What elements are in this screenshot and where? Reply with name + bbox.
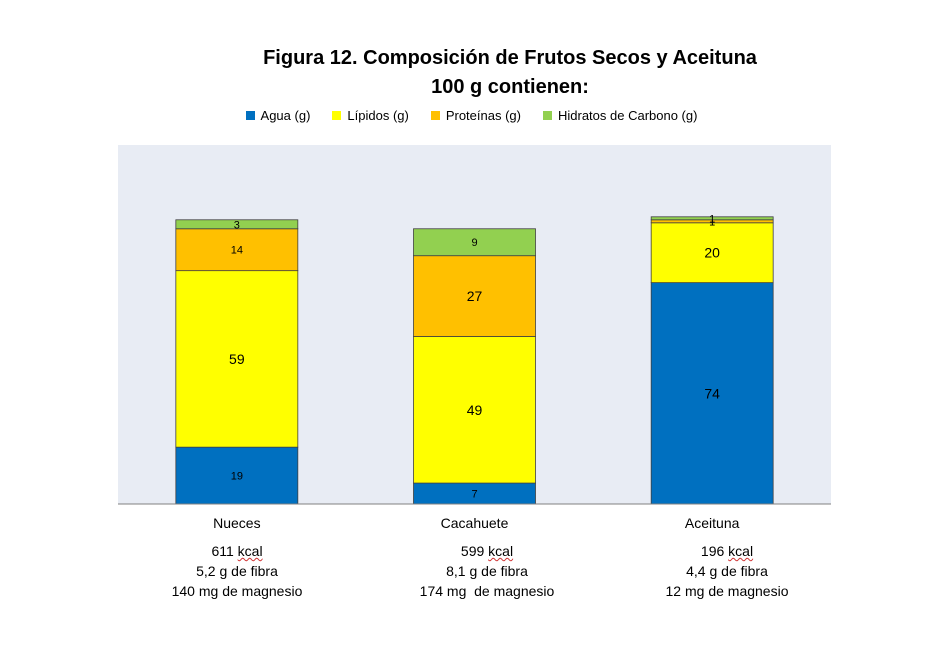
bar-segment [413, 228, 536, 257]
bar-segment [650, 222, 774, 284]
fibra-line: 4,4 g de fibra [686, 563, 768, 579]
data-label: 3 [234, 219, 240, 231]
legend-label-hidratos: Hidratos de Carbono (g) [557, 108, 698, 123]
legend-item-hidratos: Hidratos de Carbono (g) [542, 108, 698, 123]
magnesio-line: 12 mg de magnesio [665, 583, 789, 599]
legend-swatch-proteinas [430, 111, 440, 120]
kcal-line: 196 kcal [700, 543, 754, 559]
legend-item-agua: Agua (g) [245, 108, 311, 123]
legend-swatch-hidratos [542, 111, 552, 120]
chart-title: Figura 12. Composición de Frutos Secos y… [263, 47, 757, 69]
kcal-line: 599 kcal [460, 543, 514, 559]
legend-item-proteinas: Proteínas (g) [430, 108, 521, 123]
data-label: 9 [471, 237, 477, 249]
chart-subtitle: 100 g contienen: [431, 76, 589, 98]
annotation-cacahuete: 599 kcal 8,1 g de fibra 174 mg de magnes… [387, 541, 587, 601]
annotation-nueces: 611 kcal 5,2 g de fibra 140 mg de magnes… [137, 541, 337, 601]
data-label: 1 [709, 216, 715, 228]
data-label: 1 [709, 213, 715, 225]
data-label: 7 [471, 489, 477, 501]
legend-label-agua: Agua (g) [260, 108, 311, 123]
data-label: 49 [467, 402, 483, 418]
data-label: 20 [704, 245, 720, 261]
legend: Agua (g) Lípidos (g) Proteínas (g) Hidra… [0, 108, 943, 123]
x-tick-label: Cacahuete [441, 515, 509, 531]
fibra-line: 5,2 g de fibra [196, 563, 278, 579]
bar-segment [175, 270, 299, 448]
data-label: 27 [467, 288, 483, 304]
data-label: 19 [231, 471, 243, 483]
bar-segment [175, 228, 299, 272]
x-tick-label: Aceituna [685, 515, 740, 531]
fibra-line: 8,1 g de fibra [446, 563, 528, 579]
bar-segment [413, 336, 536, 484]
data-label: 74 [704, 385, 720, 401]
legend-label-lipidos: Lípidos (g) [347, 108, 409, 123]
bar-segment [175, 446, 299, 505]
legend-swatch-lipidos [332, 111, 342, 120]
data-label: 14 [231, 245, 243, 257]
magnesio-line: 174 mg de magnesio [419, 583, 555, 599]
bar-segment [413, 255, 536, 337]
legend-item-lipidos: Lípidos (g) [332, 108, 409, 123]
data-label: 59 [229, 351, 245, 367]
bar-segment [650, 216, 774, 221]
kcal-line: 611 kcal [211, 543, 263, 559]
x-tick-label: Nueces [213, 515, 260, 531]
annotation-aceituna: 196 kcal 4,4 g de fibra 12 mg de magnesi… [627, 541, 827, 601]
magnesio-line: 140 mg de magnesio [171, 583, 303, 599]
legend-label-proteinas: Proteínas (g) [445, 108, 521, 123]
bar-segment [175, 219, 299, 230]
legend-swatch-agua [245, 111, 255, 120]
